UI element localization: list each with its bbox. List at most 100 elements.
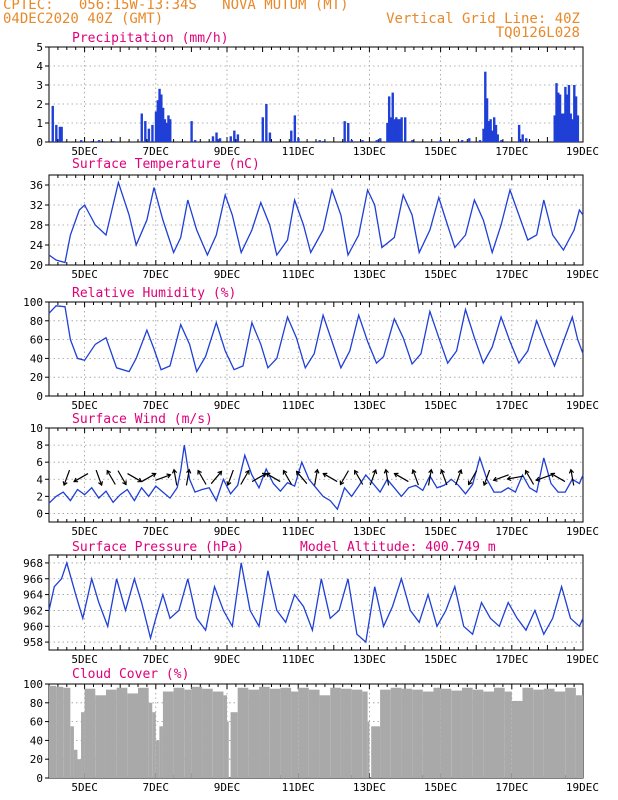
- precip-bar: [564, 86, 567, 142]
- precip-bar: [343, 121, 346, 142]
- xtick-label-4: 7DEC: [143, 653, 170, 666]
- wind-arrow-head: [440, 468, 445, 475]
- ytick-label-5: 60: [30, 716, 43, 729]
- cloud-bar: [81, 712, 85, 778]
- cloud-bar: [73, 749, 78, 778]
- xtick-label-5: 17DEC: [495, 781, 528, 794]
- cloud-bar: [362, 691, 368, 778]
- cloud-bar: [127, 693, 138, 778]
- precip-bar: [573, 85, 576, 142]
- wind-arrow: [455, 469, 462, 486]
- wind-arrow: [323, 473, 338, 483]
- xtick-label-1: 17DEC: [495, 268, 528, 281]
- wind-arrow: [369, 469, 377, 486]
- precip-bar: [485, 98, 489, 142]
- xtick-label-5: 15DEC: [424, 781, 457, 794]
- ytick-label-2: 100: [23, 296, 43, 309]
- precip-bar: [60, 126, 63, 142]
- ytick-label-3: 6: [36, 456, 43, 469]
- precip-bar: [555, 83, 558, 142]
- wind-arrow: [507, 475, 524, 480]
- precip-bar: [144, 121, 147, 142]
- precip-bar: [398, 119, 402, 142]
- precip-bar: [571, 119, 574, 142]
- cloud-bar: [116, 687, 128, 778]
- cloud-bar: [390, 687, 402, 778]
- precip-bar: [404, 117, 407, 142]
- ytick-label-3: 2: [36, 490, 43, 503]
- cloud-bar: [308, 689, 320, 778]
- xtick-label-2: 11DEC: [282, 399, 315, 412]
- precip-bar: [494, 124, 498, 142]
- cloud-bar: [330, 687, 341, 778]
- precip-bar: [375, 140, 378, 142]
- cloud-bar: [371, 726, 381, 778]
- wind-arrow-head: [265, 472, 271, 478]
- precip-bar: [500, 140, 503, 142]
- ytick-label-5: 20: [30, 753, 43, 766]
- wind-arrow-head: [106, 469, 112, 475]
- cloud-bar: [227, 721, 229, 778]
- ytick-label-0: 5: [36, 41, 43, 54]
- xtick-label-2: 9DEC: [214, 399, 241, 412]
- ytick-label-5: 100: [23, 678, 43, 691]
- panel-frame-2: [48, 301, 584, 397]
- ytick-label-5: 0: [36, 772, 43, 785]
- wind-arrow: [127, 473, 142, 483]
- wind-arrow: [251, 473, 267, 483]
- ytick-label-2: 40: [30, 352, 43, 365]
- wind-arrow-head: [535, 476, 541, 482]
- ytick-label-1: 36: [30, 179, 43, 192]
- ytick-label-2: 60: [30, 334, 43, 347]
- wind-arrow-head: [467, 480, 473, 486]
- precip-bar: [55, 124, 58, 142]
- precip-bar: [112, 141, 115, 142]
- precip-bar: [347, 123, 350, 142]
- cloud-bar: [298, 687, 309, 778]
- precip-bar: [386, 123, 389, 142]
- wind-arrow: [570, 469, 575, 486]
- precip-bar: [496, 134, 499, 142]
- precip-bar: [165, 123, 168, 142]
- precip-bar: [489, 119, 492, 142]
- cloud-bar: [440, 688, 452, 778]
- xtick-label-3: 7DEC: [143, 525, 170, 538]
- xtick-label-3: 19DEC: [566, 525, 599, 538]
- panel-title-3: Surface Wind (m/s): [72, 412, 213, 427]
- cloud-bar: [412, 689, 423, 778]
- xtick-label-2: 17DEC: [495, 399, 528, 412]
- wind-arrow-head: [186, 468, 192, 474]
- xtick-label-1: 5DEC: [71, 268, 98, 281]
- precip-bar: [487, 121, 491, 142]
- xtick-label-2: 7DEC: [143, 399, 170, 412]
- header-model-id: TQ0126L028: [495, 25, 580, 41]
- xtick-label-4: 15DEC: [424, 653, 457, 666]
- precip-bar: [154, 111, 158, 142]
- wind-arrow-head: [383, 468, 389, 474]
- precip-bar: [51, 105, 54, 142]
- xtick-label-4: 13DEC: [353, 653, 386, 666]
- xtick-label-5: 7DEC: [143, 781, 170, 794]
- xtick-label-1: 13DEC: [353, 268, 386, 281]
- wind-arrow: [536, 474, 552, 481]
- cloud-bar: [159, 726, 163, 778]
- cloud-bar: [49, 685, 57, 778]
- wind-arrow: [483, 469, 491, 486]
- cloud-bar: [56, 686, 64, 778]
- wind-arrow: [117, 470, 127, 485]
- precip-bar: [147, 128, 151, 142]
- wind-arrow-head: [482, 481, 488, 487]
- precip-bar: [493, 117, 496, 142]
- ytick-label-4: 958: [23, 636, 43, 649]
- precip-bar: [90, 141, 94, 142]
- cloud-bar: [483, 691, 494, 778]
- cloud-bar: [543, 688, 555, 778]
- xtick-label-2: 19DEC: [566, 399, 599, 412]
- precip-bar: [265, 104, 268, 142]
- cloud-bar: [223, 695, 227, 778]
- panel-frame-0: [48, 46, 584, 143]
- xtick-label-0: 19DEC: [566, 145, 599, 158]
- ytick-label-1: 32: [30, 199, 43, 212]
- precip-bar: [562, 113, 565, 142]
- cloud-bar: [77, 759, 82, 778]
